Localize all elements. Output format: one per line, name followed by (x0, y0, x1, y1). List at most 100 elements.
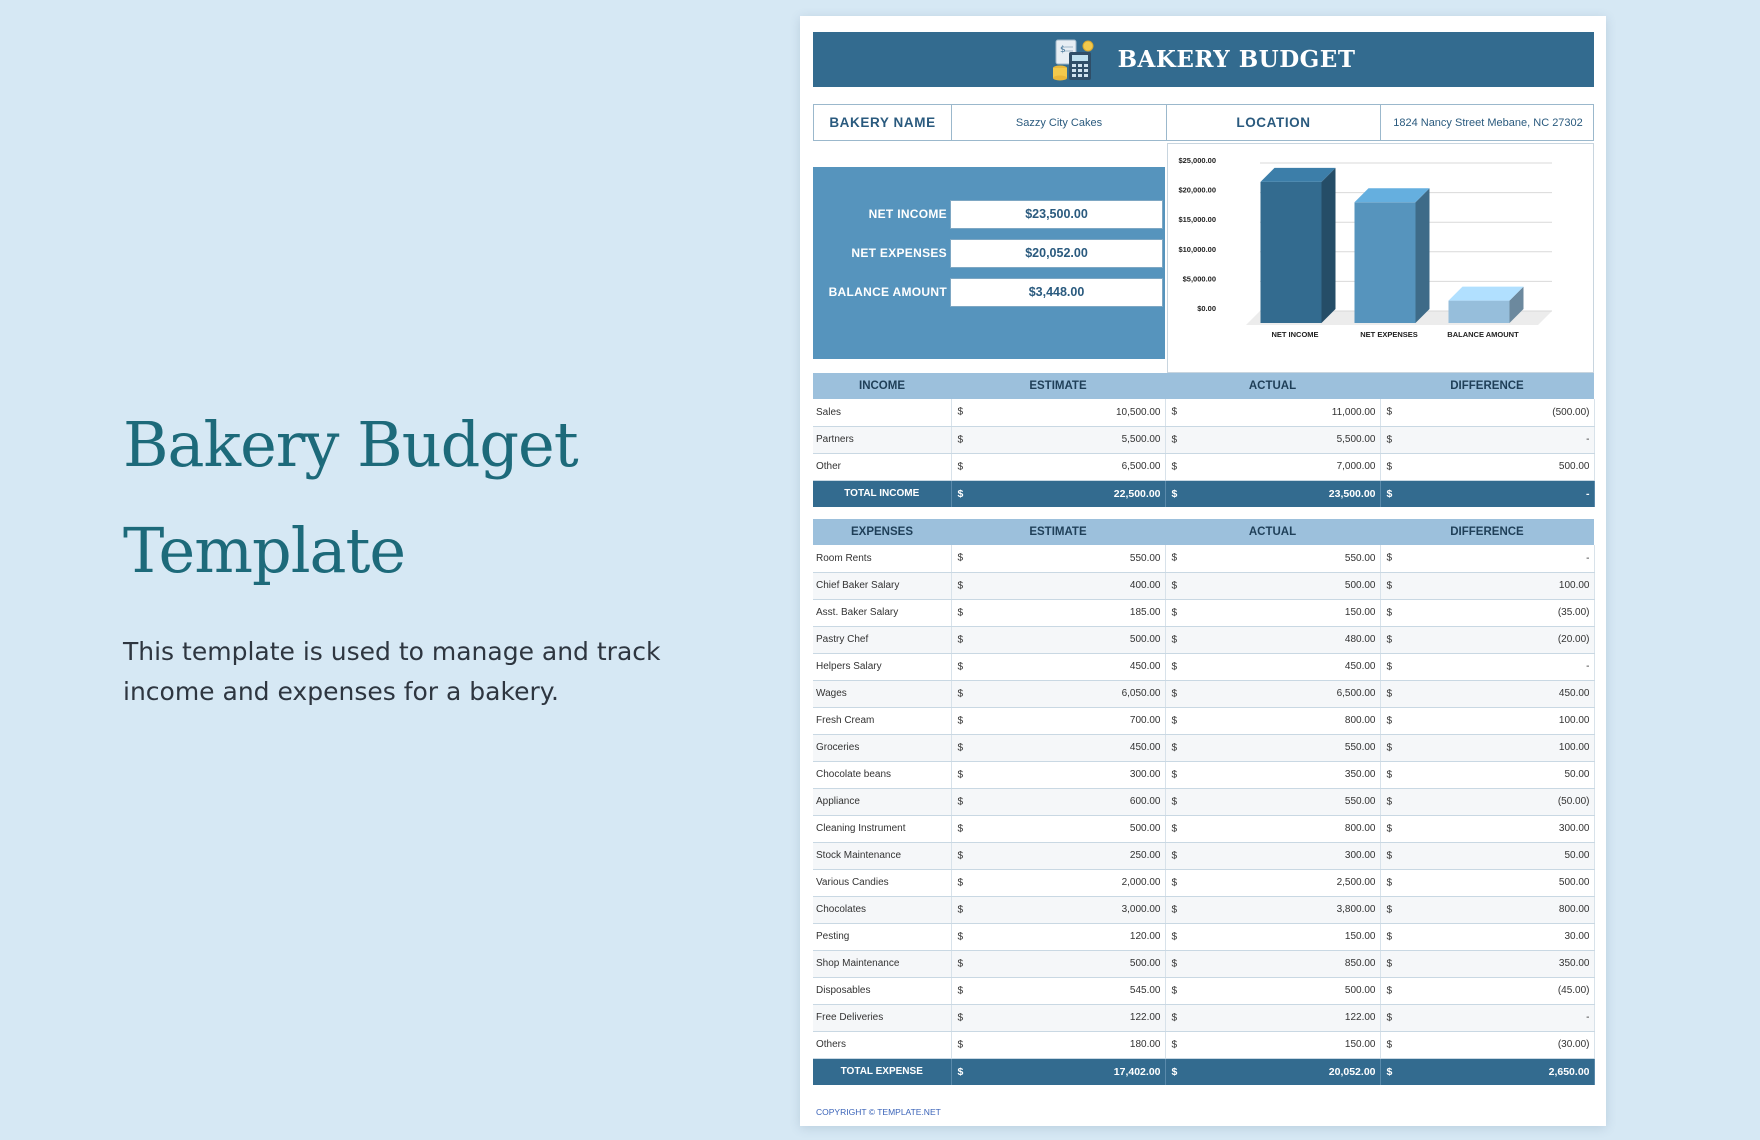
estimate-cell[interactable]: $2,000.00 (951, 869, 1166, 897)
row-name[interactable]: Helpers Salary (813, 653, 952, 681)
difference-cell[interactable]: $100.00 (1380, 707, 1595, 735)
total-estimate-cell[interactable]: $17,402.00 (951, 1058, 1166, 1085)
row-name[interactable]: Asst. Baker Salary (813, 599, 952, 627)
row-name[interactable]: Cleaning Instrument (813, 815, 952, 843)
estimate-cell[interactable]: $6,500.00 (951, 453, 1166, 481)
total-actual-cell[interactable]: $23,500.00 (1165, 480, 1381, 507)
estimate-cell[interactable]: $3,000.00 (951, 896, 1166, 924)
row-name[interactable]: Others (813, 1031, 952, 1059)
estimate-cell[interactable]: $500.00 (951, 626, 1166, 654)
difference-cell[interactable]: $ (35.00) (1380, 599, 1595, 627)
estimate-cell[interactable]: $122.00 (951, 1004, 1166, 1032)
row-name[interactable]: Appliance (813, 788, 952, 816)
row-name[interactable]: Stock Maintenance (813, 842, 952, 870)
row-name[interactable]: Various Candies (813, 869, 952, 897)
row-name[interactable]: Partners (813, 426, 952, 454)
summary-value[interactable]: $20,052.00 (950, 239, 1163, 268)
row-name[interactable]: Sales (813, 399, 952, 427)
actual-cell[interactable]: $800.00 (1165, 815, 1381, 843)
estimate-cell[interactable]: $600.00 (951, 788, 1166, 816)
actual-cell[interactable]: $3,800.00 (1165, 896, 1381, 924)
row-name[interactable]: Fresh Cream (813, 707, 952, 735)
row-name[interactable]: Other (813, 453, 952, 481)
estimate-cell[interactable]: $120.00 (951, 923, 1166, 951)
estimate-cell[interactable]: $500.00 (951, 815, 1166, 843)
actual-cell[interactable]: $550.00 (1165, 545, 1381, 573)
actual-cell[interactable]: $5,500.00 (1165, 426, 1381, 454)
actual-cell[interactable]: $500.00 (1165, 977, 1381, 1005)
difference-cell[interactable]: $ (50.00) (1380, 788, 1595, 816)
difference-cell[interactable]: $350.00 (1380, 950, 1595, 978)
actual-cell[interactable]: $2,500.00 (1165, 869, 1381, 897)
row-name[interactable]: Disposables (813, 977, 952, 1005)
row-name[interactable]: Groceries (813, 734, 952, 762)
estimate-cell[interactable]: $450.00 (951, 653, 1166, 681)
difference-cell[interactable]: $ - (1380, 653, 1595, 681)
actual-cell[interactable]: $150.00 (1165, 599, 1381, 627)
actual-cell[interactable]: $480.00 (1165, 626, 1381, 654)
estimate-cell[interactable]: $300.00 (951, 761, 1166, 789)
actual-cell[interactable]: $150.00 (1165, 1031, 1381, 1059)
difference-cell[interactable]: $300.00 (1380, 815, 1595, 843)
difference-cell[interactable]: $800.00 (1380, 896, 1595, 924)
difference-cell[interactable]: $ (20.00) (1380, 626, 1595, 654)
row-name[interactable]: Free Deliveries (813, 1004, 952, 1032)
summary-chart[interactable]: $0.00 $5,000.00 $10,000.00 $15,000.00 $20,00… (1167, 143, 1594, 373)
estimate-cell[interactable]: $400.00 (951, 572, 1166, 600)
difference-cell[interactable]: $100.00 (1380, 734, 1595, 762)
estimate-cell[interactable]: $700.00 (951, 707, 1166, 735)
actual-cell[interactable]: $550.00 (1165, 788, 1381, 816)
actual-cell[interactable]: $350.00 (1165, 761, 1381, 789)
difference-cell[interactable]: $50.00 (1380, 842, 1595, 870)
actual-cell[interactable]: $150.00 (1165, 923, 1381, 951)
actual-cell[interactable]: $300.00 (1165, 842, 1381, 870)
row-name[interactable]: Pesting (813, 923, 952, 951)
difference-cell[interactable]: $ (45.00) (1380, 977, 1595, 1005)
estimate-cell[interactable]: $10,500.00 (951, 399, 1166, 427)
total-difference-cell[interactable]: $ - (1380, 480, 1595, 507)
estimate-cell[interactable]: $180.00 (951, 1031, 1166, 1059)
actual-cell[interactable]: $122.00 (1165, 1004, 1381, 1032)
estimate-cell[interactable]: $250.00 (951, 842, 1166, 870)
difference-cell[interactable]: $50.00 (1380, 761, 1595, 789)
estimate-cell[interactable]: $6,050.00 (951, 680, 1166, 708)
summary-value[interactable]: $23,500.00 (950, 200, 1163, 229)
actual-cell[interactable]: $11,000.00 (1165, 399, 1381, 427)
difference-cell[interactable]: $ - (1380, 426, 1595, 454)
estimate-cell[interactable]: $550.00 (951, 545, 1166, 573)
difference-cell[interactable]: $500.00 (1380, 453, 1595, 481)
difference-cell[interactable]: $ - (1380, 1004, 1595, 1032)
difference-cell[interactable]: $ - (1380, 545, 1595, 573)
total-estimate-cell[interactable]: $22,500.00 (951, 480, 1166, 507)
actual-cell[interactable]: $800.00 (1165, 707, 1381, 735)
difference-cell[interactable]: $ (30.00) (1380, 1031, 1595, 1059)
total-actual-cell[interactable]: $20,052.00 (1165, 1058, 1381, 1085)
actual-cell[interactable]: $500.00 (1165, 572, 1381, 600)
row-name[interactable]: Chief Baker Salary (813, 572, 952, 600)
actual-cell[interactable]: $550.00 (1165, 734, 1381, 762)
actual-cell[interactable]: $450.00 (1165, 653, 1381, 681)
bakery-name-value[interactable]: Sazzy City Cakes (952, 105, 1167, 140)
row-name[interactable]: Shop Maintenance (813, 950, 952, 978)
estimate-cell[interactable]: $450.00 (951, 734, 1166, 762)
estimate-cell[interactable]: $500.00 (951, 950, 1166, 978)
actual-cell[interactable]: $7,000.00 (1165, 453, 1381, 481)
difference-cell[interactable]: $30.00 (1380, 923, 1595, 951)
difference-cell[interactable]: $100.00 (1380, 572, 1595, 600)
location-value[interactable]: 1824 Nancy Street Mebane, NC 27302 (1393, 116, 1583, 129)
row-name[interactable]: Chocolates (813, 896, 952, 924)
difference-cell[interactable]: $500.00 (1380, 869, 1595, 897)
estimate-cell[interactable]: $185.00 (951, 599, 1166, 627)
total-difference-cell[interactable]: $2,650.00 (1380, 1058, 1595, 1085)
actual-cell[interactable]: $850.00 (1165, 950, 1381, 978)
difference-cell[interactable]: $ (500.00) (1380, 399, 1595, 427)
row-name[interactable]: Room Rents (813, 545, 952, 573)
difference-cell[interactable]: $450.00 (1380, 680, 1595, 708)
actual-cell[interactable]: $6,500.00 (1165, 680, 1381, 708)
row-name[interactable]: Chocolate beans (813, 761, 952, 789)
estimate-cell[interactable]: $5,500.00 (951, 426, 1166, 454)
row-name[interactable]: Pastry Chef (813, 626, 952, 654)
summary-value[interactable]: $3,448.00 (950, 278, 1163, 307)
row-name[interactable]: Wages (813, 680, 952, 708)
estimate-cell[interactable]: $545.00 (951, 977, 1166, 1005)
